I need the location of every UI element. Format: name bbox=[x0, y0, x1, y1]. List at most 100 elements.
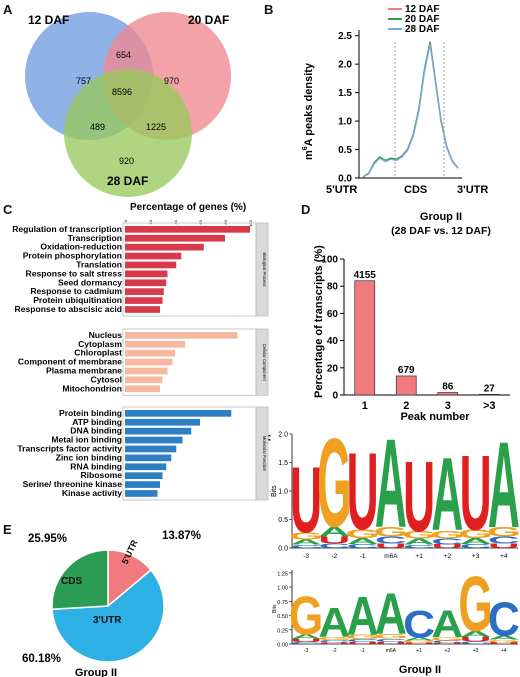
logo-letter: U bbox=[290, 447, 322, 552]
bar bbox=[125, 454, 172, 462]
category-label: Ribosome bbox=[80, 470, 122, 480]
x-tick-label: 0 bbox=[123, 219, 128, 222]
venn-count-only-28: 920 bbox=[119, 156, 134, 166]
venn-label-20daf: 20 DAF bbox=[188, 13, 229, 27]
x-tick-label: 60 bbox=[198, 219, 203, 224]
y-tick-label: 2.0 bbox=[338, 60, 352, 71]
position-label: +3 bbox=[473, 648, 479, 654]
y-tick-label: 0.00 bbox=[277, 643, 288, 649]
position-label: -2 bbox=[331, 553, 337, 560]
category-label: Seed dormancy bbox=[58, 277, 122, 287]
logo-letter: G bbox=[458, 528, 492, 541]
bar bbox=[125, 490, 158, 497]
bar-value-label: 679 bbox=[398, 365, 415, 376]
y-tick-label: 1.5 bbox=[278, 460, 288, 467]
venn-count-only-12: 757 bbox=[76, 76, 91, 86]
logo-letter: G bbox=[317, 430, 351, 554]
y-tick-label: 1.0 bbox=[278, 489, 288, 496]
x-tick-label: 40 bbox=[173, 219, 178, 224]
logo-letter: G bbox=[374, 524, 408, 540]
peak-number-chart: Group II (28 DAF vs. 12 DAF) Percentage … bbox=[313, 211, 510, 423]
bar bbox=[125, 261, 177, 269]
pie-pct-5utr: 13.87% bbox=[162, 530, 201, 542]
bar bbox=[125, 445, 177, 453]
legend-label: 28 DAF bbox=[405, 24, 439, 35]
category-label: Regulation of transcription bbox=[12, 224, 122, 234]
pie-slice-1 bbox=[51, 568, 165, 663]
venn-count-only-20: 970 bbox=[164, 76, 179, 86]
category-label: Oxidation-reduction bbox=[40, 242, 122, 252]
series-line-0 bbox=[362, 41, 459, 178]
logo-letter: U bbox=[431, 642, 463, 644]
category-label: Cytoplasm bbox=[78, 339, 122, 349]
logo-letter: A bbox=[460, 537, 492, 547]
logo-letter: A bbox=[347, 536, 379, 546]
logo-letter: U bbox=[403, 642, 435, 644]
y-tick-label: 100 bbox=[321, 255, 338, 266]
series-line-2 bbox=[362, 44, 459, 178]
position-label: +1 bbox=[415, 553, 423, 560]
x-axis-title: Peak number bbox=[400, 411, 470, 423]
pie-pct-cds: 25.95% bbox=[28, 533, 67, 545]
logo-letter: A bbox=[488, 430, 520, 554]
bar bbox=[478, 393, 500, 396]
bar bbox=[125, 367, 168, 375]
pie-pct-3utr: 60.18% bbox=[22, 653, 61, 665]
x-axis-title: Group II bbox=[399, 664, 441, 676]
logo-letter: C bbox=[460, 641, 492, 645]
y-axis-title: m6A peaks density bbox=[302, 62, 315, 160]
group-strip bbox=[255, 222, 269, 317]
bar bbox=[125, 226, 250, 233]
logo-letter: U bbox=[290, 638, 322, 643]
x-tick-label: >3 bbox=[483, 400, 496, 412]
sequence-logo-1: Bits0.000.250.500.751.001.25CUAG-3UCGA-2… bbox=[272, 562, 520, 654]
panel-letter-a: A bbox=[3, 2, 13, 17]
bar bbox=[125, 306, 160, 313]
x-tick-label: 80 bbox=[223, 219, 228, 224]
logo-letter: C bbox=[403, 602, 435, 646]
logo-letter: U bbox=[403, 442, 435, 553]
logo-letter: A bbox=[347, 585, 379, 647]
venn-label-12daf: 12 DAF bbox=[28, 13, 69, 27]
density-chart: m6A peaks density 0.0 0.5 1.0 1.5 2.0 2.5 12 … bbox=[302, 4, 488, 196]
logo-letter: A bbox=[460, 629, 492, 639]
logo-letter: U bbox=[375, 641, 407, 644]
legend-label: 12 DAF bbox=[405, 4, 439, 15]
y-axis-title: Bits bbox=[272, 604, 278, 613]
venn-count-20-28: 1225 bbox=[146, 122, 166, 132]
logo-letter: U bbox=[460, 434, 492, 553]
group-name: Molecular Function bbox=[262, 436, 267, 472]
category-label: Protein binding bbox=[59, 408, 122, 418]
y-tick-label: 1.0 bbox=[338, 117, 352, 128]
category-label: Mitochondrion bbox=[62, 383, 122, 393]
logo-letter: C bbox=[318, 639, 350, 643]
bar-value-label: 86 bbox=[442, 382, 454, 393]
logo-letter: C bbox=[431, 537, 463, 546]
position-label: +4 bbox=[500, 553, 508, 560]
y-tick-label: 60 bbox=[327, 309, 339, 320]
category-label: Transcripts factor activity bbox=[17, 444, 122, 454]
logo-letter: A bbox=[431, 437, 463, 553]
logo-letter: U bbox=[347, 642, 379, 645]
logo-letter: U bbox=[460, 636, 492, 643]
logo-letter: U bbox=[318, 642, 350, 644]
logo-letter: A bbox=[318, 600, 350, 647]
bar bbox=[125, 243, 204, 251]
x-tick-label: 3 bbox=[445, 400, 451, 412]
bar-value-label: 27 bbox=[484, 383, 496, 394]
category-label: Nucleus bbox=[89, 330, 123, 340]
y-tick-label: 0.5 bbox=[338, 145, 352, 156]
position-label: +2 bbox=[444, 553, 452, 560]
logo-letter: C bbox=[488, 592, 520, 646]
group-name: Biological Process bbox=[262, 252, 267, 286]
group-strip bbox=[255, 328, 269, 396]
panel-letter-e: E bbox=[3, 522, 12, 537]
y-tick-label: 80 bbox=[327, 282, 339, 293]
position-label: +3 bbox=[472, 553, 480, 560]
panel-letter-c: C bbox=[3, 202, 13, 217]
bar bbox=[125, 481, 160, 488]
logo-letter: A bbox=[290, 633, 322, 640]
group-strip bbox=[255, 406, 269, 501]
bar bbox=[125, 427, 192, 435]
position-label: +1 bbox=[416, 648, 422, 654]
